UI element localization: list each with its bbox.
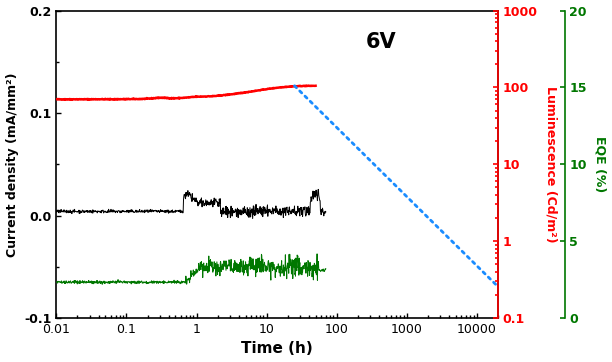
Y-axis label: Luminescence (Cd/m²): Luminescence (Cd/m²) [544,86,558,243]
Y-axis label: EQE (%): EQE (%) [594,136,606,193]
Y-axis label: Current density (mA/mm²): Current density (mA/mm²) [6,72,18,257]
Text: 6V: 6V [365,32,396,52]
X-axis label: Time (h): Time (h) [241,341,313,357]
